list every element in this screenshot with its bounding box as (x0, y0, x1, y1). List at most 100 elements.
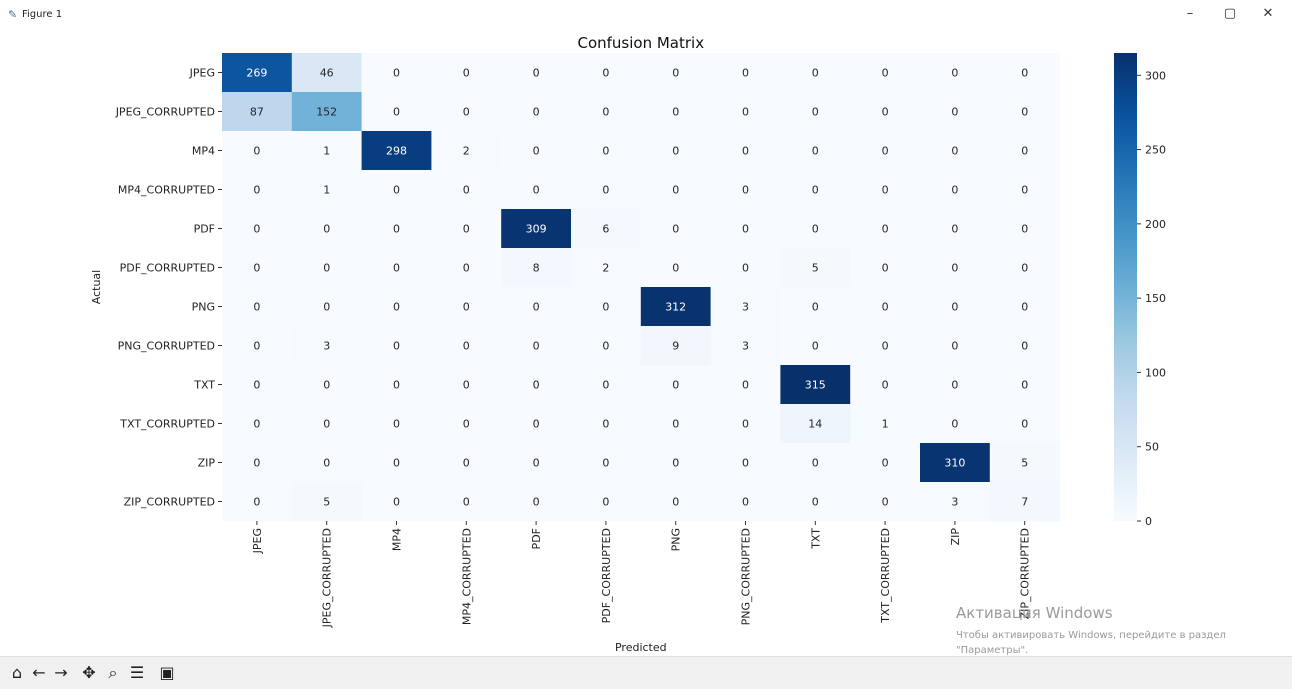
cell-value-label: 0 (951, 379, 958, 392)
heatmap-cell (850, 365, 921, 405)
x-tick-label: JPEG (251, 528, 264, 554)
heatmap-cell (431, 404, 502, 444)
heatmap-cell (501, 248, 572, 288)
matplotlib-icon: ✎ (8, 8, 18, 21)
cell-value-label: 2 (602, 262, 609, 275)
heatmap-cell (640, 443, 712, 483)
cell-value-label: 0 (533, 379, 540, 392)
home-icon[interactable]: ⌂ (11, 663, 23, 682)
y-tick-label: ZIP (198, 457, 216, 470)
cell-value-label: 0 (393, 301, 400, 314)
heatmap-cell (780, 404, 851, 444)
heatmap-cell (431, 170, 502, 210)
cell-value-label: 0 (602, 145, 609, 158)
colorbar-tick-label: 100 (1145, 366, 1166, 379)
heatmap-cell (501, 287, 572, 327)
cell-value-label: 0 (533, 496, 540, 509)
cell-value-label: 0 (672, 379, 679, 392)
heatmap-cell (501, 209, 572, 249)
heatmap-cell (989, 443, 1061, 483)
cell-value-label: 0 (323, 262, 330, 275)
heatmap-cell (640, 326, 712, 366)
heatmap-cell (640, 131, 712, 171)
heatmap-cell (989, 53, 1061, 93)
cell-value-label: 0 (951, 106, 958, 119)
heatmap-cell (571, 326, 642, 366)
cell-value-label: 0 (882, 340, 889, 353)
cell-value-label: 0 (951, 418, 958, 431)
y-tick-label: JPEG_CORRUPTED (115, 106, 215, 119)
cell-value-label: 0 (1021, 223, 1028, 236)
x-tick-label: MP4 (391, 528, 404, 551)
colorbar-tick-label: 150 (1145, 292, 1166, 305)
heatmap-cell (222, 365, 293, 405)
cell-value-label: 0 (463, 496, 470, 509)
cell-value-label: 0 (602, 496, 609, 509)
cell-value-label: 3 (323, 340, 330, 353)
y-tick-label: ZIP_CORRUPTED (124, 496, 215, 509)
heatmap-cell (361, 209, 432, 249)
heatmap-cell (291, 53, 363, 93)
cell-value-label: 0 (742, 418, 749, 431)
heatmap-cell (920, 482, 991, 522)
y-tick-label: TXT_CORRUPTED (119, 418, 215, 431)
heatmap-cell (222, 209, 293, 249)
cell-value-label: 0 (323, 223, 330, 236)
cell-value-label: 0 (672, 262, 679, 275)
y-tick-label: PNG_CORRUPTED (118, 340, 215, 353)
cell-value-label: 0 (393, 223, 400, 236)
cell-value-label: 0 (323, 301, 330, 314)
configure-subplots-icon[interactable]: ☰ (129, 663, 145, 682)
heatmap-cell (920, 53, 991, 93)
cell-value-label: 0 (253, 340, 260, 353)
back-icon[interactable]: ← (32, 663, 46, 682)
heatmap-cell (989, 482, 1061, 522)
minimize-button[interactable]: – (1186, 6, 1194, 21)
heatmap-cell (222, 92, 293, 132)
colorbar (1114, 53, 1137, 521)
cell-value-label: 0 (463, 262, 470, 275)
restore-button[interactable]: ▢ (1223, 6, 1237, 21)
heatmap-cell (361, 248, 432, 288)
heatmap-cell (571, 482, 642, 522)
forward-icon[interactable]: → (54, 663, 68, 682)
window-titlebar: ✎ Figure 1 – ▢ ✕ (0, 0, 1292, 28)
zoom-icon[interactable]: ⌕ (108, 663, 118, 682)
save-icon[interactable]: ▣ (159, 663, 175, 682)
heatmap-cell (571, 365, 642, 405)
heatmap-cell (222, 482, 293, 522)
heatmap-cell (291, 92, 363, 132)
heatmap-cell (222, 131, 293, 171)
close-button[interactable]: ✕ (1262, 6, 1274, 21)
pan-icon[interactable]: ✥ (82, 663, 96, 682)
cell-value-label: 0 (393, 184, 400, 197)
heatmap-cell (501, 170, 572, 210)
cell-value-label: 0 (253, 457, 260, 470)
x-axis-label: Predicted (615, 641, 667, 654)
cell-value-label: 3 (742, 301, 749, 314)
heatmap-cell (640, 287, 712, 327)
cell-value-label: 0 (602, 67, 609, 80)
heatmap-cell (850, 482, 921, 522)
cell-value-label: 0 (812, 496, 819, 509)
cell-value-label: 315 (805, 379, 826, 392)
navigation-toolbar: ⌂ ← → ✥ ⌕ ☰ ▣ (0, 656, 1292, 689)
heatmap-cell (780, 287, 851, 327)
heatmap-cell (571, 209, 642, 249)
cell-value-label: 1 (323, 184, 330, 197)
cell-value-label: 8 (533, 262, 540, 275)
heatmap-cell (989, 170, 1061, 210)
heatmap-cell (710, 326, 781, 366)
cell-value-label: 0 (812, 301, 819, 314)
cell-value-label: 269 (246, 67, 267, 80)
heatmap-cell (989, 404, 1061, 444)
heatmap-cell (291, 482, 363, 522)
cell-value-label: 0 (1021, 340, 1028, 353)
cell-value-label: 0 (253, 223, 260, 236)
cell-value-label: 14 (808, 418, 822, 431)
cell-value-label: 0 (882, 496, 889, 509)
heatmap-cell (920, 170, 991, 210)
heatmap-cell (291, 287, 363, 327)
heatmap-cell (920, 287, 991, 327)
y-tick-label: PDF (194, 223, 215, 236)
